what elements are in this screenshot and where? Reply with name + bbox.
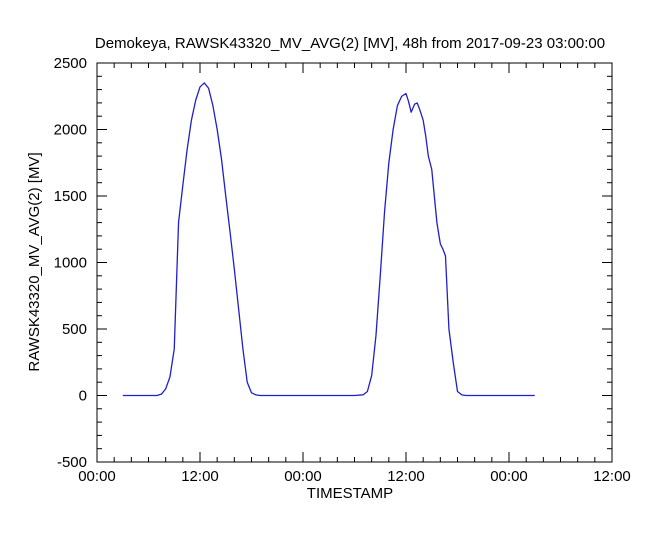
chart-title: Demokeya, RAWSK43320_MV_AVG(2) [MV], 48h… xyxy=(95,35,605,52)
y-tick-label: 1000 xyxy=(54,255,87,272)
series-layer xyxy=(122,82,535,397)
y-tick-label: 0 xyxy=(79,388,87,405)
y-tick-label: -500 xyxy=(57,454,87,471)
x-tick-label: 00:00 xyxy=(78,468,116,485)
x-tick-label: 12:00 xyxy=(181,468,219,485)
plot-frame xyxy=(96,62,613,463)
y-tick-label: 2000 xyxy=(54,122,87,139)
series-line-0 xyxy=(122,82,535,397)
x-tick-label: 12:00 xyxy=(387,468,425,485)
y-axis-label: RAWSK43320_MV_AVG(2) [MV] xyxy=(26,152,43,371)
x-axis-label: TIMESTAMP xyxy=(307,485,393,502)
y-tick-label: 2500 xyxy=(54,55,87,72)
x-tick-label: 00:00 xyxy=(490,468,528,485)
y-tick-label: 500 xyxy=(62,321,87,338)
y-tick-label: 1500 xyxy=(54,188,87,205)
x-tick-label: 12:00 xyxy=(593,468,631,485)
x-tick-label: 00:00 xyxy=(284,468,322,485)
tick-labels: 00:00 12:00 00:00 12:00 00:00 12:00 -500 0 500 10… xyxy=(54,55,631,485)
axis-ticks xyxy=(96,62,613,463)
